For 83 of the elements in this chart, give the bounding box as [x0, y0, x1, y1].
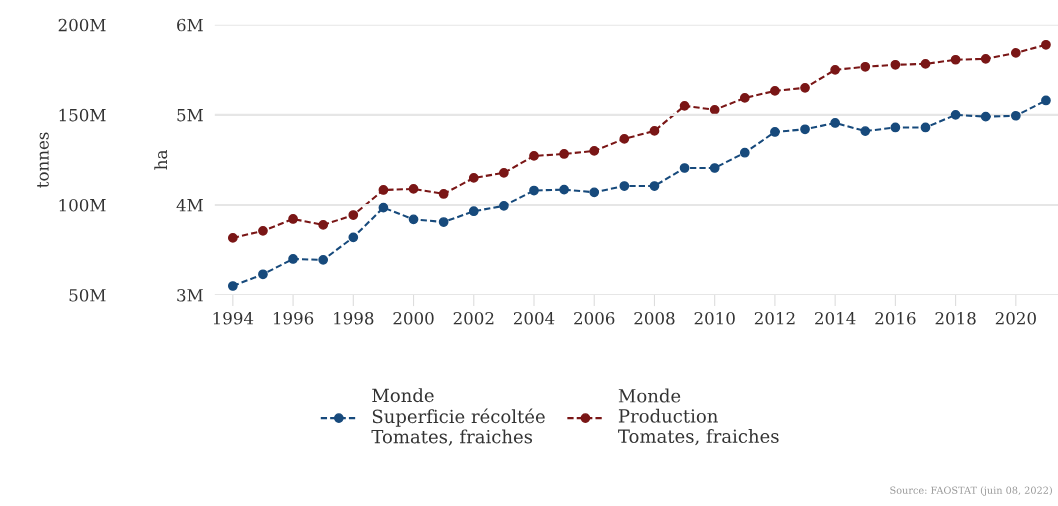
y2-tick-label: 50M	[69, 288, 106, 302]
point	[950, 54, 961, 65]
point	[1010, 48, 1021, 58]
y2-tick-label: 200M	[58, 18, 106, 32]
point	[980, 53, 991, 64]
point	[529, 151, 539, 161]
point	[468, 206, 479, 217]
point	[860, 126, 871, 136]
point	[709, 104, 720, 115]
y2-tick-label: 100M	[59, 198, 106, 212]
point	[770, 127, 780, 137]
point	[318, 255, 329, 265]
x-tick-label: 2020	[995, 311, 1036, 325]
point	[227, 233, 238, 243]
point	[258, 269, 268, 280]
point	[408, 214, 419, 225]
point	[619, 133, 630, 144]
point	[258, 226, 268, 236]
point	[950, 110, 961, 120]
point	[649, 126, 660, 136]
point	[227, 281, 238, 291]
point	[649, 181, 660, 191]
point	[890, 59, 901, 70]
point	[830, 118, 841, 128]
point	[499, 168, 509, 178]
y2-axis-title: tonnes	[37, 132, 49, 188]
point	[619, 181, 630, 191]
point	[499, 200, 509, 211]
y-tick-label: 6M	[177, 18, 203, 32]
point	[709, 163, 720, 173]
x-tick-label: 2004	[513, 311, 555, 325]
point	[378, 202, 389, 213]
point	[860, 61, 871, 72]
x-tick-label: 2010	[694, 311, 735, 325]
y-tick-label: 4M	[176, 198, 203, 212]
point	[468, 173, 479, 183]
y2-tick-label: 150M	[59, 108, 106, 122]
point	[288, 214, 298, 224]
source-note: Source: FAOSTAT (juin 08, 2022)	[890, 486, 1052, 496]
point	[408, 184, 419, 194]
point	[1041, 95, 1051, 106]
point	[679, 163, 690, 173]
x-tick-label: 2012	[754, 311, 795, 325]
x-tick-label: 1994	[213, 311, 254, 325]
point	[288, 254, 298, 264]
point	[318, 220, 329, 230]
point	[529, 185, 539, 196]
point	[378, 185, 389, 195]
point	[800, 124, 810, 135]
point	[830, 64, 841, 75]
point	[438, 217, 449, 227]
point	[589, 187, 600, 198]
x-tick-label: 2014	[815, 311, 856, 325]
point	[559, 149, 569, 159]
x-tick-label: 2000	[393, 311, 434, 325]
point	[348, 232, 359, 243]
point	[800, 82, 810, 93]
point	[679, 100, 690, 111]
x-tick-label: 2006	[574, 311, 615, 325]
point	[980, 111, 991, 122]
x-tick-label: 2002	[453, 311, 494, 325]
x-tick-label: 2008	[634, 311, 675, 325]
x-tick-label: 2018	[935, 311, 976, 325]
point	[770, 86, 780, 96]
x-tick-label: 2016	[875, 311, 916, 325]
y-tick-label: 3M	[177, 288, 203, 302]
point	[1010, 110, 1021, 121]
point	[890, 122, 901, 133]
point	[739, 147, 750, 158]
point	[438, 189, 449, 199]
point	[1041, 39, 1051, 50]
point	[920, 59, 931, 69]
x-tick-label: 1998	[334, 311, 374, 325]
y-axis-title: ha	[154, 150, 168, 170]
point	[739, 93, 750, 103]
point	[559, 184, 569, 195]
point	[920, 122, 931, 133]
legend-label: Monde Superficie récoltée Tomates, fraiches	[371, 388, 545, 446]
point	[589, 146, 600, 156]
legend-label: Monde Production Tomates, fraiches	[618, 388, 779, 446]
y-tick-label: 5M	[177, 109, 203, 122]
point	[348, 210, 359, 220]
x-tick-label: 1996	[273, 311, 314, 325]
